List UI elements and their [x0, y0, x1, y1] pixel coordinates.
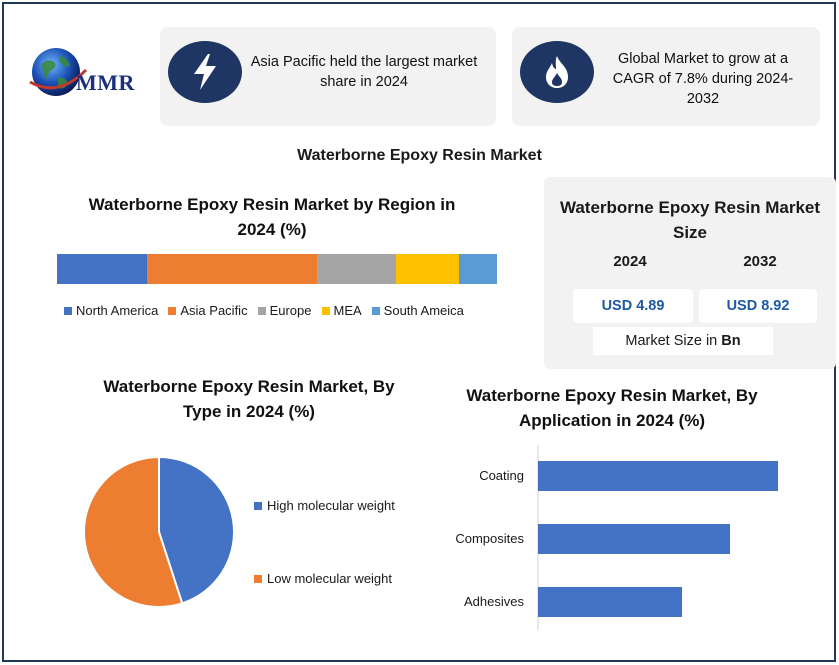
application-bar	[538, 524, 730, 554]
unit-label: Market Size in Bn	[593, 327, 773, 355]
market-size-title: Waterborne Epoxy Resin Market Size	[559, 198, 821, 242]
application-bar	[538, 461, 778, 491]
info-card-asia-pacific: Asia Pacific held the largest market sha…	[160, 27, 496, 126]
region-stacked-bar	[57, 254, 497, 284]
unit-prefix: Market Size in	[625, 333, 722, 349]
flame-icon	[520, 41, 594, 103]
year-start: 2024	[613, 253, 647, 270]
application-chart-title: Waterborne Epoxy Resin Market, By Applic…	[466, 386, 758, 430]
legend-item: Asia Pacific	[168, 303, 248, 318]
lightning-bolt-icon	[168, 41, 242, 103]
main-title: Waterborne Epoxy Resin Market	[297, 147, 542, 164]
pie-slice	[158, 455, 235, 605]
legend-item: South Ameica	[371, 303, 464, 318]
year-end: 2032	[743, 253, 777, 270]
region-bar-segment	[57, 254, 148, 284]
value-end: USD 8.92	[699, 289, 817, 323]
application-bar	[538, 587, 682, 617]
legend-item: North America	[64, 303, 158, 318]
legend-label: Asia Pacific	[180, 303, 248, 318]
category-label: Adhesives	[464, 594, 524, 609]
market-size-panel: Waterborne Epoxy Resin Market Size 2024 …	[544, 177, 836, 369]
type-pie-chart	[83, 455, 235, 608]
region-bar-segment	[458, 254, 497, 284]
legend-swatch	[64, 306, 72, 315]
legend-label: Low molecular weight	[267, 571, 393, 586]
legend-label: Europe	[269, 303, 312, 318]
category-label: Composites	[455, 531, 524, 546]
legend-swatch	[321, 306, 330, 315]
legend-swatch	[257, 306, 266, 315]
region-bar-segment	[316, 254, 396, 284]
category-label: Coating	[479, 468, 524, 483]
globe-icon	[29, 48, 88, 96]
legend-label: South Ameica	[383, 303, 464, 318]
legend-item: MEA	[321, 303, 362, 318]
legend-label: MEA	[333, 303, 362, 318]
region-bar-segment	[147, 254, 317, 284]
card-text: Global Market to grow at a CAGR of 7.8% …	[612, 51, 794, 107]
legend-label: High molecular weight	[267, 498, 395, 513]
legend-item: High molecular weight	[254, 498, 395, 513]
card-text: Asia Pacific held the largest market sha…	[250, 54, 478, 90]
mmr-logo: MMR	[28, 44, 148, 98]
application-bar-chart	[537, 445, 778, 630]
legend-swatch	[371, 306, 380, 315]
legend-swatch	[168, 306, 177, 315]
type-chart-title: Waterborne Epoxy Resin Market, By Type i…	[103, 377, 395, 421]
unit-bold: Bn	[721, 333, 741, 349]
value-start: USD 4.89	[573, 289, 693, 323]
region-legend: North America Asia Pacific Europe MEA South …	[64, 303, 464, 318]
pie-slice	[83, 455, 184, 608]
region-bar-segment	[395, 254, 459, 284]
legend-swatch	[254, 574, 262, 583]
region-chart-title: Waterborne Epoxy Resin Market by Region …	[88, 195, 456, 239]
logo-text: MMR	[76, 70, 135, 95]
info-card-cagr: Global Market to grow at a CAGR of 7.8% …	[512, 27, 820, 126]
legend-label: North America	[76, 303, 159, 318]
legend-item: Europe	[257, 303, 312, 318]
legend-swatch	[254, 501, 262, 510]
legend-item: Low molecular weight	[254, 571, 392, 586]
